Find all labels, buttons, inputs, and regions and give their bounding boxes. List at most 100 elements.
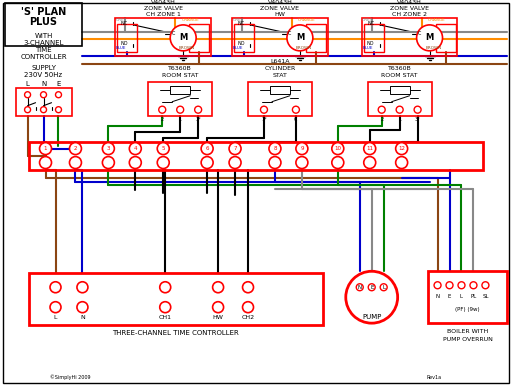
Circle shape — [332, 157, 344, 169]
Text: N: N — [80, 315, 85, 320]
Circle shape — [396, 157, 408, 169]
Circle shape — [177, 106, 184, 113]
Circle shape — [380, 284, 387, 291]
Text: L641A: L641A — [270, 59, 290, 64]
Text: SUPPLY: SUPPLY — [31, 65, 56, 71]
Text: BOILER WITH: BOILER WITH — [447, 329, 488, 334]
Text: ZONE VALVE: ZONE VALVE — [261, 7, 300, 12]
Text: 2: 2 — [380, 117, 383, 122]
Text: 1: 1 — [398, 117, 401, 122]
Text: CH ZONE 1: CH ZONE 1 — [146, 12, 181, 17]
Text: TIME: TIME — [35, 47, 52, 53]
Text: ORANGE: ORANGE — [428, 18, 445, 22]
Bar — [364, 24, 383, 52]
Text: 7: 7 — [233, 146, 237, 151]
Text: BROWN: BROWN — [425, 46, 442, 50]
Text: 12: 12 — [398, 146, 405, 151]
Text: E: E — [370, 285, 373, 290]
Bar — [436, 24, 456, 52]
Circle shape — [414, 106, 421, 113]
Circle shape — [25, 107, 31, 113]
Bar — [115, 18, 211, 56]
Text: CH ZONE 2: CH ZONE 2 — [392, 12, 427, 17]
Text: CYLINDER: CYLINDER — [264, 66, 295, 71]
Text: STAT: STAT — [272, 73, 287, 78]
Circle shape — [396, 142, 408, 154]
Text: NO: NO — [121, 41, 128, 46]
Bar — [234, 24, 254, 52]
Circle shape — [157, 157, 169, 169]
Circle shape — [287, 25, 313, 51]
Circle shape — [296, 142, 308, 154]
Bar — [5, 3, 82, 46]
Text: V4043H: V4043H — [397, 0, 422, 5]
Text: 'S' PLAN: 'S' PLAN — [21, 7, 66, 17]
Bar — [248, 82, 312, 116]
Text: M: M — [425, 33, 434, 42]
Text: 1: 1 — [179, 117, 182, 122]
Text: 3-CHANNEL: 3-CHANNEL — [23, 40, 64, 46]
Text: NC: NC — [238, 22, 245, 27]
Text: GREY: GREY — [362, 18, 373, 22]
Text: BROWN: BROWN — [179, 46, 195, 50]
Text: NO: NO — [237, 41, 245, 46]
Circle shape — [446, 282, 453, 289]
Text: WITH: WITH — [34, 33, 53, 39]
Bar — [428, 271, 507, 323]
Text: 3: 3 — [106, 146, 110, 151]
Text: L: L — [382, 285, 385, 290]
Text: L: L — [460, 294, 463, 299]
Circle shape — [160, 282, 170, 293]
Text: 4: 4 — [134, 146, 137, 151]
Bar — [15, 88, 73, 116]
Text: 230V 50Hz: 230V 50Hz — [25, 72, 62, 78]
Circle shape — [229, 157, 241, 169]
Text: T6360B: T6360B — [168, 66, 192, 71]
Circle shape — [40, 107, 47, 113]
Text: BLUE: BLUE — [233, 46, 243, 50]
Text: 8: 8 — [273, 146, 276, 151]
Text: C: C — [294, 117, 297, 122]
Circle shape — [332, 142, 344, 154]
Bar — [170, 86, 190, 94]
Text: 1*: 1* — [261, 117, 267, 122]
Circle shape — [77, 282, 88, 293]
Circle shape — [39, 142, 52, 154]
Bar — [270, 86, 290, 94]
Circle shape — [261, 106, 267, 113]
Text: Rev1a: Rev1a — [427, 375, 442, 380]
Circle shape — [482, 282, 489, 289]
Circle shape — [201, 142, 213, 154]
Bar — [29, 142, 483, 169]
Circle shape — [70, 157, 81, 169]
Text: ORANGE: ORANGE — [181, 18, 199, 22]
Circle shape — [470, 282, 477, 289]
Text: E: E — [448, 294, 451, 299]
Circle shape — [296, 157, 308, 169]
Text: PUMP: PUMP — [362, 314, 381, 320]
Text: V4043H: V4043H — [151, 0, 176, 5]
Circle shape — [50, 282, 61, 293]
Text: (PF) (9w): (PF) (9w) — [455, 307, 480, 312]
Text: 10: 10 — [334, 146, 342, 151]
Circle shape — [40, 92, 47, 98]
Circle shape — [130, 142, 141, 154]
Text: 5: 5 — [161, 146, 165, 151]
Circle shape — [458, 282, 465, 289]
Text: 9: 9 — [300, 146, 304, 151]
Text: L: L — [54, 315, 57, 320]
Text: ZONE VALVE: ZONE VALVE — [390, 7, 429, 12]
Circle shape — [25, 92, 31, 98]
Circle shape — [77, 302, 88, 313]
Circle shape — [55, 92, 61, 98]
Bar — [232, 18, 328, 56]
Circle shape — [396, 106, 403, 113]
Bar — [189, 24, 209, 52]
Text: HW: HW — [212, 315, 224, 320]
Text: N: N — [41, 81, 46, 87]
Text: CONTROLLER: CONTROLLER — [20, 54, 67, 60]
Circle shape — [346, 271, 398, 323]
Text: ROOM STAT: ROOM STAT — [381, 73, 418, 78]
Circle shape — [292, 106, 300, 113]
Bar — [386, 287, 396, 303]
